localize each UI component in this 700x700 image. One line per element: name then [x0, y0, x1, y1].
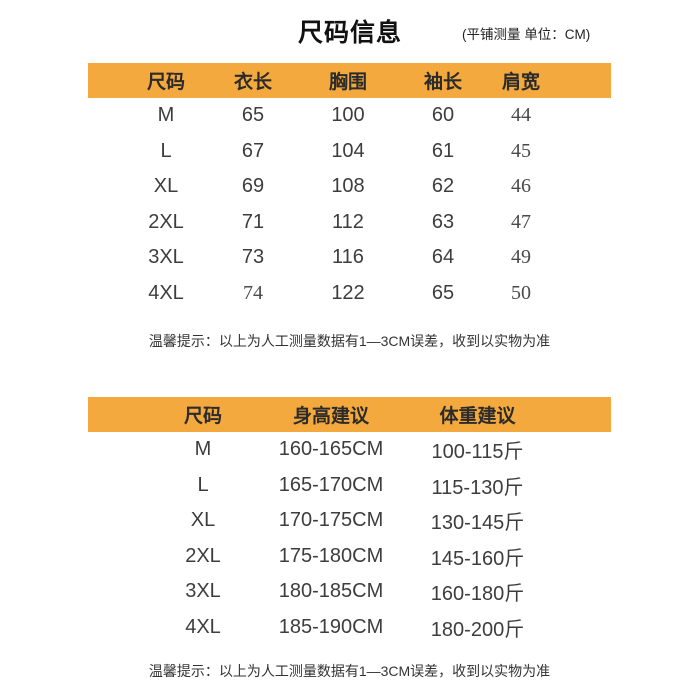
- table-cell: 45: [511, 139, 531, 162]
- size-label-cell: 4XL: [185, 615, 221, 638]
- garment-measurement-table: 尺码 衣长 胸围 袖长 肩宽 M 65 100 60 44 L 67 104 61 45 XL 69 108 62…: [88, 63, 611, 350]
- table-cell: 62: [431, 175, 455, 198]
- table-cell: 47: [511, 210, 531, 233]
- column-header: 肩宽: [501, 72, 540, 93]
- table-cell: 180-185CM: [278, 580, 384, 603]
- table-cell: 104: [331, 139, 365, 162]
- table-cell: 49: [511, 246, 531, 269]
- table-cell: 71: [241, 210, 265, 233]
- table-cell: 63: [431, 210, 455, 233]
- table-row: 2XL 71 112 63 47: [88, 205, 611, 241]
- table-cell: 67: [241, 139, 265, 162]
- size-label-cell: 3XL: [148, 246, 184, 269]
- page-header: 尺码信息 (平铺测量 单位：CM): [0, 0, 700, 63]
- table-cell: 69: [241, 175, 265, 198]
- size-label-cell: 2XL: [185, 544, 221, 567]
- size-label-cell: 3XL: [185, 580, 221, 603]
- table-row: M 65 100 60 44: [88, 98, 611, 134]
- table-cell: 122: [331, 281, 365, 304]
- column-header: 尺码: [183, 406, 222, 427]
- table-cell: 65: [431, 281, 455, 304]
- recommendation-disclaimer-note: 温馨提示：以上为人工测量数据有1—3CM误差，收到以实物为准: [148, 663, 551, 679]
- table-row: XL 170-175CM 130-145斤: [88, 503, 611, 539]
- table-cell: 160-180斤: [430, 583, 525, 606]
- table-cell: 165-170CM: [278, 473, 384, 496]
- size-label-cell: XL: [153, 175, 179, 198]
- table-cell: 74: [243, 281, 263, 304]
- table-row: 2XL 175-180CM 145-160斤: [88, 539, 611, 575]
- size-label-cell: M: [157, 104, 175, 127]
- size-label-cell: L: [197, 473, 209, 496]
- page-title: 尺码信息: [297, 19, 402, 47]
- table-cell: 100: [331, 104, 365, 127]
- size-recommendation-table: 尺码 身高建议 体重建议 M 160-165CM 100-115斤 L 165-170CM 1…: [88, 397, 611, 680]
- table-cell: 64: [431, 246, 455, 269]
- table-cell: 160-165CM: [278, 438, 384, 461]
- table-row: L 165-170CM 115-130斤: [88, 468, 611, 504]
- table-cell: 115-130斤: [431, 476, 524, 499]
- table-row: L 67 104 61 45: [88, 134, 611, 170]
- table-cell: 175-180CM: [278, 544, 384, 567]
- column-header: 胸围: [328, 72, 367, 93]
- size-label-cell: XL: [190, 509, 216, 532]
- table-cell: 65: [241, 104, 265, 127]
- recommendation-table-header-row: 尺码 身高建议 体重建议: [88, 397, 611, 432]
- table-cell: 112: [332, 210, 364, 233]
- table-cell: 73: [241, 246, 265, 269]
- column-header: 衣长: [234, 72, 273, 93]
- table-row: 3XL 73 116 64 49: [88, 240, 611, 276]
- table-cell: 116: [332, 246, 364, 269]
- table-cell: 108: [331, 175, 365, 198]
- table-cell: 46: [511, 175, 531, 198]
- measure-unit-note: (平铺测量 单位：CM): [462, 27, 591, 42]
- table-cell: 61: [431, 139, 455, 162]
- recommendation-table-body: M 160-165CM 100-115斤 L 165-170CM 115-130斤 XL 17…: [88, 432, 611, 645]
- table-cell: 170-175CM: [278, 509, 384, 532]
- table-cell: 50: [511, 281, 531, 304]
- table-cell: 130-145斤: [430, 512, 525, 535]
- size-label-cell: 4XL: [148, 281, 184, 304]
- table-cell: 44: [511, 104, 531, 127]
- table-row: 3XL 180-185CM 160-180斤: [88, 574, 611, 610]
- measurement-disclaimer-note: 温馨提示：以上为人工测量数据有1—3CM误差，收到以实物为准: [148, 333, 551, 349]
- garment-table-header-row: 尺码 衣长 胸围 袖长 肩宽: [88, 63, 611, 98]
- size-label-cell: L: [160, 139, 172, 162]
- table-cell: 100-115斤: [431, 441, 524, 464]
- table-row: XL 69 108 62 46: [88, 169, 611, 205]
- table-row: M 160-165CM 100-115斤: [88, 432, 611, 468]
- column-header: 身高建议: [293, 406, 370, 427]
- size-label-cell: 2XL: [148, 210, 184, 233]
- table-cell: 145-160斤: [430, 547, 525, 570]
- column-header: 体重建议: [439, 406, 516, 427]
- garment-table-body: M 65 100 60 44 L 67 104 61 45 XL 69 108 62 46 2XL 71 112 6…: [88, 98, 611, 311]
- table-cell: 180-200斤: [430, 618, 525, 641]
- table-row: 4XL 185-190CM 180-200斤: [88, 610, 611, 646]
- tables-container: 尺码 衣长 胸围 袖长 肩宽 M 65 100 60 44 L 67 104 61 45 XL 69 108 62…: [88, 63, 611, 680]
- size-label-cell: M: [194, 438, 212, 461]
- column-header: 尺码: [146, 72, 185, 93]
- table-row: 4XL 74 122 65 50: [88, 276, 611, 312]
- column-header: 袖长: [424, 72, 463, 93]
- table-cell: 185-190CM: [278, 615, 384, 638]
- table-cell: 60: [431, 104, 455, 127]
